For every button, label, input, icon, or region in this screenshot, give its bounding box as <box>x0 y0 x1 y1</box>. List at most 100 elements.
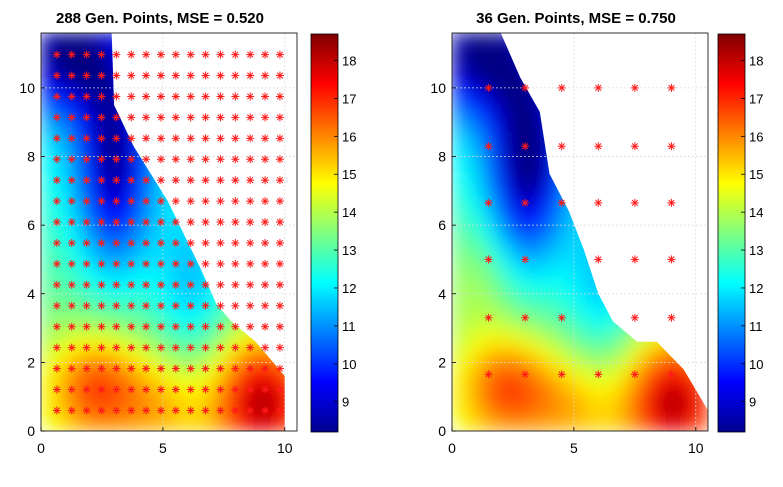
contour-cell <box>467 289 477 299</box>
generated-point <box>594 255 603 264</box>
contour-cell <box>619 181 629 192</box>
contour-cell <box>96 231 106 241</box>
contour-cell <box>643 40 653 51</box>
contour-cell <box>491 206 501 216</box>
contour-cell <box>104 206 114 216</box>
contour-cell <box>699 380 708 391</box>
contour-cell <box>96 413 106 424</box>
contour-cell <box>627 397 637 407</box>
contour-cell <box>515 347 525 357</box>
contour-cell <box>112 239 122 250</box>
contour-cell <box>160 57 170 67</box>
contour-cell <box>467 181 477 192</box>
contour-cell <box>515 65 525 75</box>
contour-cell <box>264 33 274 42</box>
contour-cell <box>88 49 98 59</box>
contour-cell <box>579 82 589 92</box>
contour-cell <box>603 74 613 84</box>
generated-point <box>261 50 270 59</box>
contour-cell <box>208 98 218 109</box>
contour-cell <box>563 281 573 291</box>
contour-cell <box>120 248 130 258</box>
contour-cell <box>539 198 549 208</box>
contour-cell <box>152 198 162 208</box>
contour-cell <box>104 115 114 125</box>
contour-cell <box>555 389 565 399</box>
contour-cell <box>539 422 549 431</box>
contour-cell <box>248 355 258 366</box>
contour-cell <box>128 264 138 274</box>
colorbar-tick-label: 11 <box>342 319 356 334</box>
contour-cell <box>571 165 581 175</box>
contour-cell <box>491 132 501 142</box>
contour-cell <box>619 65 629 75</box>
contour-cell <box>651 223 661 233</box>
contour-cell <box>675 231 685 241</box>
contour-cell <box>507 405 517 415</box>
contour-cell <box>72 256 82 266</box>
contour-cell <box>41 380 50 391</box>
contour-cell <box>547 82 557 92</box>
contour-cell <box>56 49 66 59</box>
generated-point <box>97 301 106 310</box>
contour-cell <box>547 49 557 59</box>
generated-point <box>52 113 61 122</box>
contour-cell <box>555 339 565 349</box>
contour-cell <box>515 389 525 399</box>
contour-cell <box>80 264 90 274</box>
contour-cell <box>452 65 461 75</box>
contour-cell <box>264 389 274 399</box>
contour-cell <box>483 422 493 431</box>
contour-cell <box>240 314 250 324</box>
contour-cell <box>627 57 637 67</box>
contour-cell <box>168 273 178 283</box>
contour-cell <box>264 231 274 241</box>
contour-cell <box>232 389 242 399</box>
contour-cell <box>272 397 282 407</box>
generated-point <box>112 71 121 80</box>
contour-cell <box>192 40 202 51</box>
contour-cell <box>160 98 170 109</box>
contour-cell <box>563 74 573 84</box>
generated-point <box>186 280 195 289</box>
contour-cell <box>475 331 485 341</box>
contour-cell <box>56 148 66 158</box>
contour-cell <box>459 248 469 258</box>
generated-point <box>246 197 255 206</box>
generated-point <box>97 92 106 101</box>
contour-cell <box>184 40 194 51</box>
contour-cell <box>160 372 170 382</box>
contour-cell <box>659 181 669 192</box>
contour-cell <box>128 297 138 308</box>
contour-cell <box>571 74 581 84</box>
contour-cell <box>176 372 186 382</box>
contour-cell <box>627 132 637 142</box>
generated-point <box>186 364 195 373</box>
contour-cell <box>683 314 693 324</box>
generated-point <box>67 301 76 310</box>
contour-cell <box>507 148 517 158</box>
contour-cell <box>289 348 298 357</box>
contour-cell <box>192 181 202 192</box>
contour-cell <box>467 74 477 84</box>
contour-cell <box>192 289 202 299</box>
contour-cell <box>619 74 629 84</box>
contour-cell <box>88 190 98 200</box>
contour-cell <box>224 281 234 291</box>
contour-cell <box>699 413 708 424</box>
contour-cell <box>96 331 106 341</box>
contour-cell <box>603 65 613 75</box>
contour-cell <box>264 306 274 316</box>
contour-cell <box>120 355 130 366</box>
contour-cell <box>603 256 613 266</box>
contour-cell <box>619 314 629 324</box>
contour-cell <box>539 331 549 341</box>
contour-cell <box>128 181 138 192</box>
contour-cell <box>64 413 74 424</box>
contour-cell <box>152 339 162 349</box>
contour-cell <box>491 33 501 42</box>
generated-point <box>275 197 284 206</box>
contour-cell <box>208 339 218 349</box>
contour-cell <box>264 372 274 382</box>
contour-cell <box>507 40 517 51</box>
